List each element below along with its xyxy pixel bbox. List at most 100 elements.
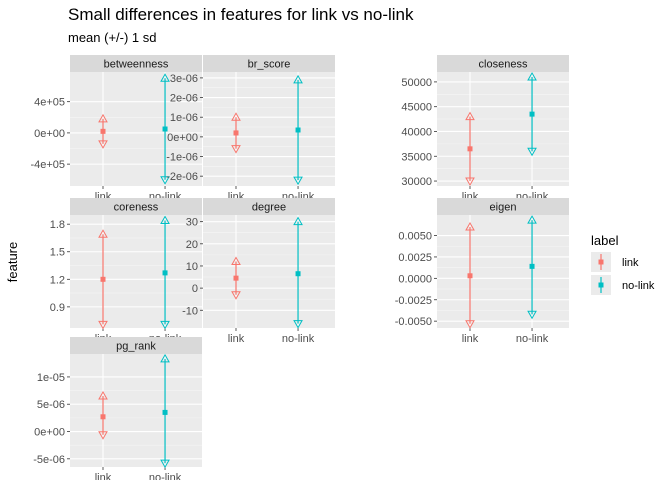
mean-point: [233, 130, 239, 136]
upper-marker: [527, 215, 537, 224]
upper-marker: [98, 391, 108, 400]
y-tick-label: 50000: [401, 77, 432, 89]
y-tick-label: 20: [186, 239, 198, 251]
strip-bg: [203, 198, 335, 215]
legend-label: no-link: [622, 280, 655, 292]
lower-marker: [465, 177, 475, 187]
upper-marker: [98, 229, 108, 238]
strip-label: betweenness: [104, 59, 169, 71]
y-tick-label: 0.0025: [398, 252, 432, 264]
chart-title: Small differences in features for link v…: [68, 5, 414, 24]
strip-bg: [437, 55, 569, 72]
lower-marker: [231, 291, 241, 300]
upper-marker: [231, 256, 241, 266]
y-tick-label: 1e-05: [37, 372, 65, 384]
mean-point: [295, 127, 301, 133]
y-tick-label: 10: [186, 261, 198, 273]
facet-panel-br_score: br_score -2e-06 -1e-06 0e+00 1e-06 2e-06 3e-06…: [166, 55, 335, 203]
x-tick-label: no-link: [149, 472, 182, 480]
mean-point: [100, 414, 106, 420]
lower-marker: [527, 310, 537, 320]
upper-marker: [293, 74, 303, 84]
mean-point: [100, 276, 106, 282]
panel-bg: [437, 215, 569, 328]
errorbar-link: [98, 391, 108, 440]
x-tick-label: no-link: [516, 333, 549, 345]
strip-bg: [70, 198, 202, 215]
y-tick-label: 0.0000: [398, 273, 432, 285]
legend-key-point: [598, 259, 604, 265]
panel-bg: [70, 215, 202, 328]
facet-panel-degree: degree -10 0 10 20 30 link no-link: [182, 198, 335, 345]
y-tick-label: -1e-06: [166, 152, 198, 164]
y-tick-label: 35000: [401, 151, 432, 163]
mean-point: [295, 271, 301, 277]
upper-marker: [293, 216, 303, 226]
legend-label: link: [622, 257, 639, 269]
lower-marker: [160, 320, 170, 330]
panel-bg: [203, 72, 335, 186]
panel-bg: [70, 354, 202, 467]
errorbar-no-link: [160, 215, 170, 330]
facet-panels: betweenness -4e+05 0e+00 4e+05 link no-link br…: [30, 55, 569, 480]
errorbar-no-link: [160, 73, 170, 185]
y-tick-label: 5e-06: [37, 399, 65, 411]
lower-marker: [293, 176, 303, 186]
facet-panel-eigen: eigen -0.0050 -0.0025 0.0000 0.0025 0.0050 lin…: [395, 198, 569, 345]
mean-point: [162, 270, 168, 276]
strip-label: eigen: [490, 202, 517, 214]
lower-marker: [465, 320, 475, 329]
y-tick-label: 1.2: [50, 274, 65, 286]
facet-panel-pg_rank: pg_rank -5e-06 0e+00 5e-06 1e-05 link no-link: [33, 337, 202, 480]
errorbar-link: [98, 113, 108, 149]
y-tick-label: -4e+05: [30, 159, 65, 171]
y-tick-label: 0e+00: [34, 427, 65, 439]
y-tick-label: 3e-06: [170, 73, 198, 85]
legend-key-point: [598, 282, 604, 288]
upper-marker: [160, 353, 170, 363]
y-tick-label: -0.0025: [395, 295, 432, 307]
chart-subtitle: mean (+/-) 1 sd: [68, 30, 157, 45]
y-tick-label: 0e+00: [167, 132, 198, 144]
errorbar-no-link: [527, 215, 537, 320]
y-tick-label: 0: [192, 283, 198, 295]
strip-label: pg_rank: [116, 341, 156, 353]
y-tick-label: 0.0050: [398, 231, 432, 243]
errorbar-link: [98, 229, 108, 330]
mean-point: [467, 146, 473, 152]
y-tick-label: 40000: [401, 126, 432, 138]
lower-marker: [98, 140, 108, 149]
strip-bg: [437, 198, 569, 215]
upper-marker: [160, 215, 170, 225]
lower-marker: [160, 459, 170, 469]
errorbar-no-link: [160, 353, 170, 469]
y-tick-label: 30000: [401, 176, 432, 188]
upper-marker: [98, 113, 108, 123]
mean-point: [529, 263, 535, 269]
y-tick-label: -5e-06: [33, 454, 65, 466]
mean-point: [529, 111, 535, 117]
lower-marker: [527, 147, 537, 157]
strip-label: br_score: [248, 59, 291, 71]
lower-marker: [98, 431, 108, 440]
mean-point: [162, 126, 168, 132]
upper-marker: [231, 112, 241, 121]
lower-marker: [293, 320, 303, 329]
panel-bg: [437, 72, 569, 186]
x-tick-label: link: [95, 472, 112, 480]
mean-point: [162, 409, 168, 415]
x-tick-label: no-link: [282, 333, 315, 345]
y-tick-label: 1e-06: [170, 112, 198, 124]
y-tick-label: -10: [182, 305, 198, 317]
lower-marker: [98, 320, 108, 330]
y-tick-label: -0.0050: [395, 316, 432, 328]
errorbar-no-link: [293, 74, 303, 186]
y-tick-label: 1.5: [50, 247, 65, 259]
mean-point: [100, 128, 106, 134]
legend: label link no-link: [591, 233, 655, 295]
errorbar-link: [465, 111, 475, 187]
errorbar-link: [231, 256, 241, 300]
y-tick-label: -2e-06: [166, 171, 198, 183]
